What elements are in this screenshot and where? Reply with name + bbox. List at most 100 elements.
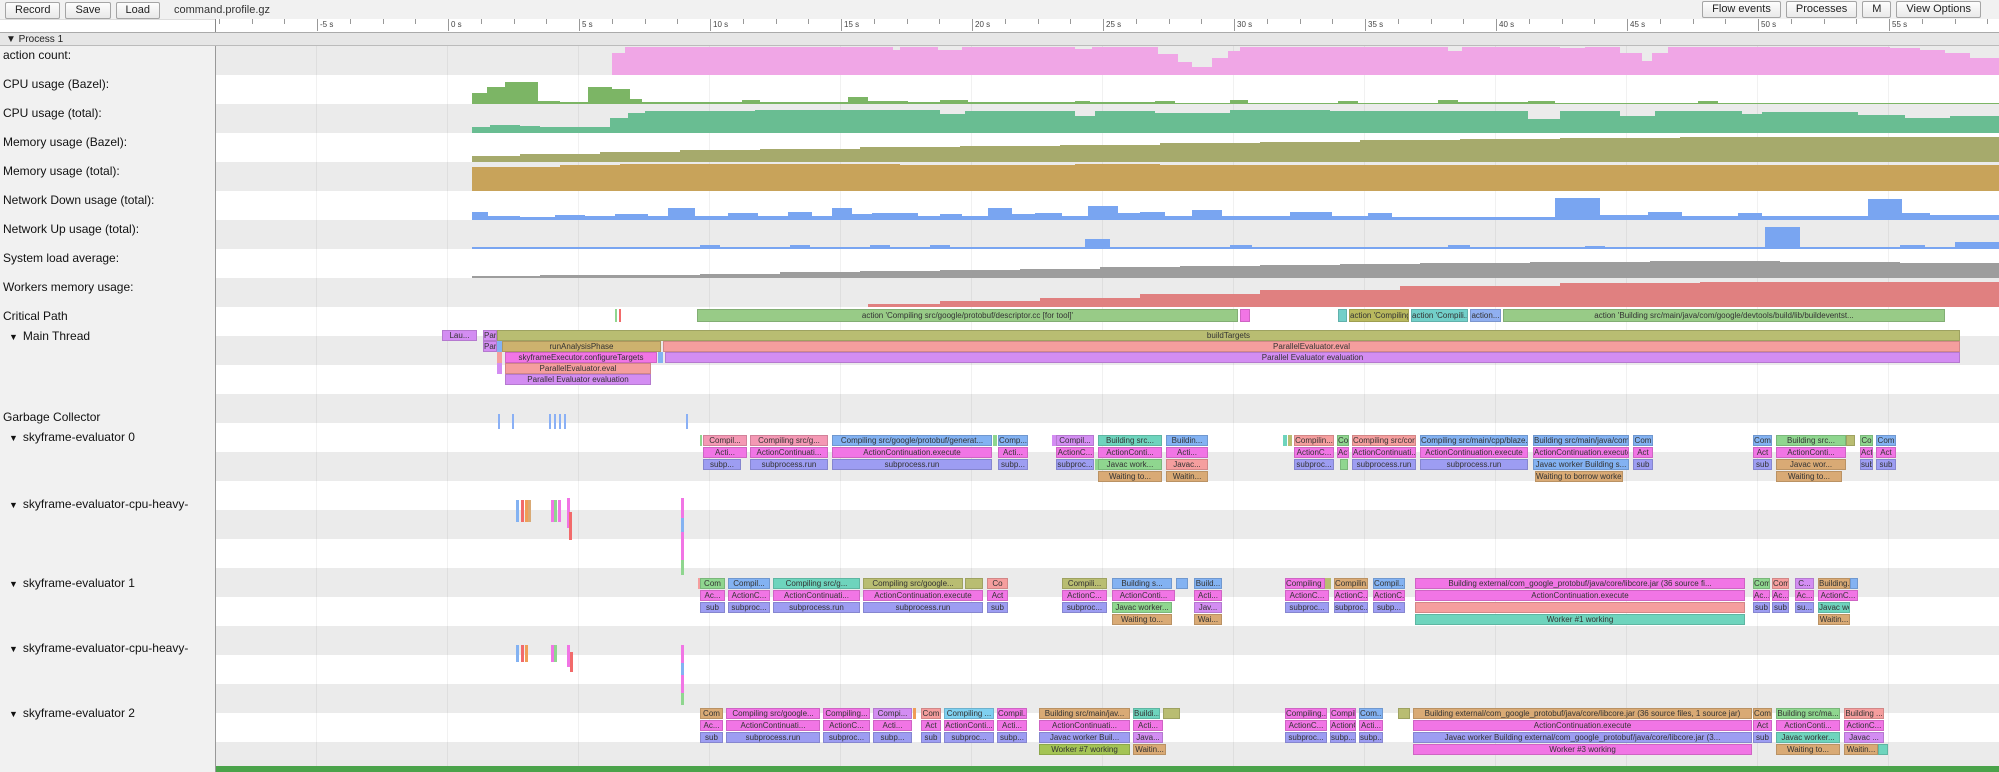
skyframe-evaluator-1-span[interactable]: sub (700, 602, 725, 613)
skyframe-evaluator-1-span[interactable]: ActionC... (1062, 590, 1107, 601)
skyframe-evaluator-0-span[interactable]: Act (1633, 447, 1653, 458)
skyframe-evaluator-1-span[interactable]: ActionC... (1818, 590, 1858, 601)
gc-event-tick[interactable] (564, 414, 566, 429)
skyframe-evaluator-1-span[interactable]: Javac wo... (1818, 602, 1850, 613)
skyframe-evaluator-1-span[interactable]: subproc... (1334, 602, 1368, 613)
skyframe-evaluator-2-span[interactable]: Worker #7 working (1039, 744, 1130, 755)
skyframe-evaluator-2-span[interactable]: sub (700, 732, 723, 743)
skyframe-evaluator-0-span[interactable]: Compil... (1056, 435, 1094, 446)
skyframe-evaluator-0-span[interactable]: Javac worker Building s... (1533, 459, 1629, 470)
cpu-heavy-event-mark[interactable] (681, 560, 684, 575)
cpu-heavy-event-mark[interactable] (528, 500, 531, 522)
skyframe-evaluator-1-span[interactable] (965, 578, 983, 589)
skyframe-evaluator-0-span[interactable]: Waiting to borrow worker (1535, 471, 1623, 482)
flow-events-button[interactable]: Flow events (1702, 1, 1781, 18)
cpu-heavy-event-mark[interactable] (681, 532, 684, 560)
cpu-heavy-event-mark[interactable] (551, 645, 554, 662)
skyframe-evaluator-0-span[interactable]: Waiting to... (1776, 471, 1842, 482)
skyframe-evaluator-2-span[interactable]: Waiting to... (1776, 744, 1840, 755)
cpu-heavy-event-mark[interactable] (551, 500, 554, 522)
skyframe-evaluator-2-span[interactable]: Compiling... (823, 708, 870, 719)
skyframe-evaluator-1-span[interactable]: Ac... (1795, 590, 1814, 601)
skyframe-evaluator-1-span[interactable] (698, 578, 700, 589)
m-button[interactable]: M (1862, 1, 1892, 18)
collapse-arrow-icon[interactable]: ▼ (9, 709, 18, 719)
skyframe-evaluator-2-span[interactable]: Acti... (1133, 720, 1163, 731)
skyframe-evaluator-0-span[interactable] (1283, 435, 1287, 446)
record-button[interactable]: Record (5, 2, 61, 19)
main-thread-span[interactable]: runAnalysisPhase (502, 341, 661, 352)
skyframe-evaluator-2-span[interactable]: subp... (1359, 732, 1383, 743)
cpu-heavy-event-mark[interactable] (554, 500, 557, 522)
main-thread-span[interactable]: Par (483, 330, 497, 341)
critical-path-span[interactable]: action 'Compiling... (1349, 309, 1409, 322)
skyframe-evaluator-2-span[interactable]: Ac... (700, 720, 723, 731)
skyframe-evaluator-2-span[interactable]: sub (1753, 732, 1772, 743)
skyframe-evaluator-0-span[interactable]: sub (1753, 459, 1772, 470)
skyframe-evaluator-1-span[interactable]: Javac worker... (1112, 602, 1172, 613)
gc-event-tick[interactable] (559, 414, 561, 429)
skyframe-evaluator-1-span[interactable]: Worker #1 working (1415, 614, 1745, 625)
skyframe-evaluator-2-span[interactable]: subprocess.run (726, 732, 820, 743)
skyframe-evaluator-2-span[interactable]: sub (921, 732, 941, 743)
skyframe-evaluator-0-span[interactable]: Com (1753, 435, 1772, 446)
skyframe-evaluator-2-span[interactable]: Compil... (997, 708, 1027, 719)
critical-path-span[interactable]: action 'Building src/main/java/com/googl… (1503, 309, 1945, 322)
skyframe-evaluator-1-span[interactable]: Compili... (1062, 578, 1107, 589)
skyframe-evaluator-1-span[interactable]: ActionContinuation.execute (863, 590, 983, 601)
skyframe-evaluator-1-span[interactable]: Act (987, 590, 1008, 601)
critical-path-span[interactable] (1240, 309, 1250, 322)
skyframe-evaluator-0-span[interactable]: subprocess.run (1352, 459, 1416, 470)
skyframe-evaluator-2-span[interactable]: ActionC... (823, 720, 870, 731)
skyframe-evaluator-2-span[interactable]: Javac worker... (1776, 732, 1840, 743)
cpu-heavy-event-mark[interactable] (681, 663, 684, 675)
skyframe-evaluator-2-span[interactable]: Acti... (873, 720, 912, 731)
track-label-skyframe-evaluator-1[interactable]: ▼ skyframe-evaluator 1 (3, 576, 135, 590)
critical-path-span[interactable] (619, 309, 621, 322)
cpu-heavy-event-mark[interactable] (521, 500, 524, 522)
skyframe-evaluator-0-span[interactable]: Compiling src/g... (750, 435, 828, 446)
skyframe-evaluator-2-span[interactable]: Building external/com_google_protobuf/ja… (1413, 708, 1752, 719)
skyframe-evaluator-1-span[interactable]: ActionConti... (1112, 590, 1175, 601)
skyframe-evaluator-2-span[interactable]: subproc... (823, 732, 870, 743)
skyframe-evaluator-0-span[interactable] (1052, 435, 1056, 446)
critical-path-span[interactable]: action... (1470, 309, 1501, 322)
skyframe-evaluator-1-span[interactable]: sub (1753, 602, 1770, 613)
gc-event-tick[interactable] (554, 414, 556, 429)
gc-event-tick[interactable] (686, 414, 688, 429)
main-thread-span[interactable] (658, 352, 663, 363)
processes-button[interactable]: Processes (1785, 1, 1858, 18)
skyframe-evaluator-2-span[interactable]: Javac worker Building external/com_googl… (1413, 732, 1752, 743)
cpu-heavy-event-mark[interactable] (681, 498, 684, 518)
skyframe-evaluator-1-span[interactable]: Wai... (1194, 614, 1222, 625)
skyframe-evaluator-1-span[interactable]: Com (700, 578, 725, 589)
skyframe-evaluator-0-span[interactable]: Compiling src/google/protobuf/generat... (832, 435, 992, 446)
skyframe-evaluator-0-span[interactable]: Javac... (1166, 459, 1208, 470)
skyframe-evaluator-1-span[interactable]: C... (1795, 578, 1814, 589)
skyframe-evaluator-0-span[interactable]: Comp... (998, 435, 1028, 446)
skyframe-evaluator-0-span[interactable]: Waitin... (1166, 471, 1208, 482)
skyframe-evaluator-1-span[interactable]: Com (1753, 578, 1770, 589)
skyframe-evaluator-2-span[interactable]: Waitin... (1844, 744, 1878, 755)
skyframe-evaluator-0-span[interactable]: subp... (703, 459, 741, 470)
skyframe-evaluator-0-span[interactable]: Javac wor... (1776, 459, 1846, 470)
critical-path-span[interactable]: action 'Compiling src/google/protobuf/de… (697, 309, 1238, 322)
skyframe-evaluator-2-span[interactable]: Com... (1359, 708, 1383, 719)
skyframe-evaluator-1-span[interactable]: Building... (1818, 578, 1850, 589)
skyframe-evaluator-0-span[interactable]: Act (1753, 447, 1772, 458)
skyframe-evaluator-0-span[interactable]: Javac work... (1098, 459, 1162, 470)
skyframe-evaluator-0-span[interactable] (1288, 435, 1292, 446)
skyframe-evaluator-2-span[interactable]: ActionConti... (944, 720, 994, 731)
skyframe-evaluator-1-span[interactable]: su... (1795, 602, 1814, 613)
skyframe-evaluator-2-span[interactable]: Worker #3 working (1413, 744, 1752, 755)
skyframe-evaluator-0-span[interactable]: ActionContinuation.execute (1420, 447, 1528, 458)
main-thread-span[interactable]: Parallel Evaluator evaluation (505, 374, 651, 385)
skyframe-evaluator-2-span[interactable]: Waitin... (1133, 744, 1166, 755)
skyframe-evaluator-0-span[interactable]: subproc... (1056, 459, 1094, 470)
skyframe-evaluator-0-span[interactable]: Co (1337, 435, 1349, 446)
skyframe-evaluator-2-span[interactable]: subproc... (944, 732, 994, 743)
skyframe-evaluator-0-span[interactable]: Waiting to... (1098, 471, 1162, 482)
skyframe-evaluator-2-span[interactable]: Com (921, 708, 941, 719)
skyframe-evaluator-1-span[interactable]: Acti... (1194, 590, 1222, 601)
skyframe-evaluator-2-span[interactable]: Buildi... (1133, 708, 1160, 719)
